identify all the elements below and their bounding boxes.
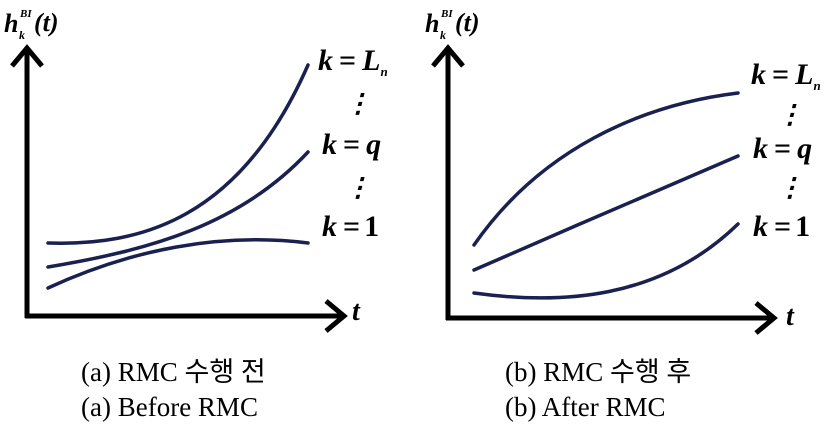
curve-b-bot [472, 222, 740, 300]
series-label-b-bot: k = 1 [753, 210, 810, 243]
series-label-a-top: k = Ln [318, 44, 388, 79]
panel-b: h BI k (t) t k = Ln ⋮ k = q ⋮ k = 1 [425, 8, 821, 335]
curve-a-mid [46, 150, 310, 269]
curve-a-top [46, 63, 310, 245]
caption-ko-a: (a) RMC 수행 전 [81, 357, 266, 387]
y-axis-sup-b: BI [440, 8, 453, 20]
y-axis-arrow-b [431, 44, 465, 68]
y-axis-sub-b: k [440, 28, 446, 42]
x-axis-label-b: t [786, 301, 795, 332]
series-label-a-mid: k = q [322, 128, 381, 161]
y-axis-arrow-a [10, 44, 44, 68]
y-axis-label-a: h [4, 9, 18, 38]
curve-a-bot [46, 238, 310, 290]
y-axis-arg-b: (t) [455, 8, 480, 37]
vdots-a-1: ⋮ [345, 89, 371, 118]
y-axis-sub-a: k [19, 28, 25, 42]
caption-ko-b: (b) RMC 수행 후 [505, 357, 692, 387]
curve-b-top [472, 91, 740, 247]
vdots-a-2: ⋮ [345, 173, 371, 202]
x-axis-arrow-a [324, 299, 348, 333]
series-label-b-mid: k = q [753, 132, 812, 165]
caption-en-b: (b) After RMC [505, 392, 666, 422]
series-label-a-bot: k = 1 [322, 210, 379, 243]
series-label-b-top: k = Ln [751, 58, 821, 93]
y-axis-label-b: h [425, 9, 439, 38]
vdots-b-2: ⋮ [777, 173, 803, 202]
x-axis-label-a: t [352, 296, 361, 327]
caption-en-a: (a) Before RMC [81, 392, 258, 422]
y-axis-arg-a: (t) [34, 8, 59, 37]
vdots-b-1: ⋮ [777, 100, 803, 129]
y-axis-sup-a: BI [19, 8, 32, 20]
x-axis-arrow-b [754, 301, 778, 335]
curve-b-mid [472, 154, 740, 272]
panel-a: h BI k (t) t k = Ln ⋮ k = q ⋮ k = 1 [4, 8, 388, 333]
